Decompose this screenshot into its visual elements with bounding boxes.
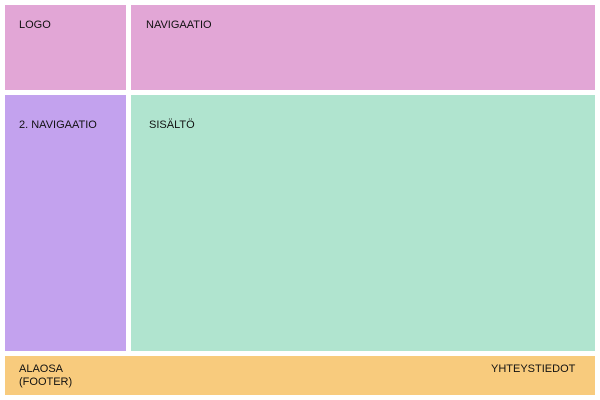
footer-label-2: (FOOTER): [19, 376, 73, 388]
sidebar-label: 2. NAVIGAATIO: [19, 119, 97, 131]
content-box: SISÄLTÖ: [131, 95, 595, 351]
sidebar-box: 2. NAVIGAATIO: [5, 95, 126, 351]
nav-box: NAVIGAATIO: [131, 5, 595, 90]
content-label: SISÄLTÖ: [149, 119, 195, 131]
nav-label: NAVIGAATIO: [146, 19, 212, 31]
footer-box: ALAOSA (FOOTER) YHTEYSTIEDOT: [5, 356, 595, 395]
logo-box: LOGO: [5, 5, 126, 90]
footer-contact: YHTEYSTIEDOT: [491, 363, 576, 375]
logo-label: LOGO: [19, 19, 51, 31]
footer-label-1: ALAOSA: [19, 363, 64, 375]
